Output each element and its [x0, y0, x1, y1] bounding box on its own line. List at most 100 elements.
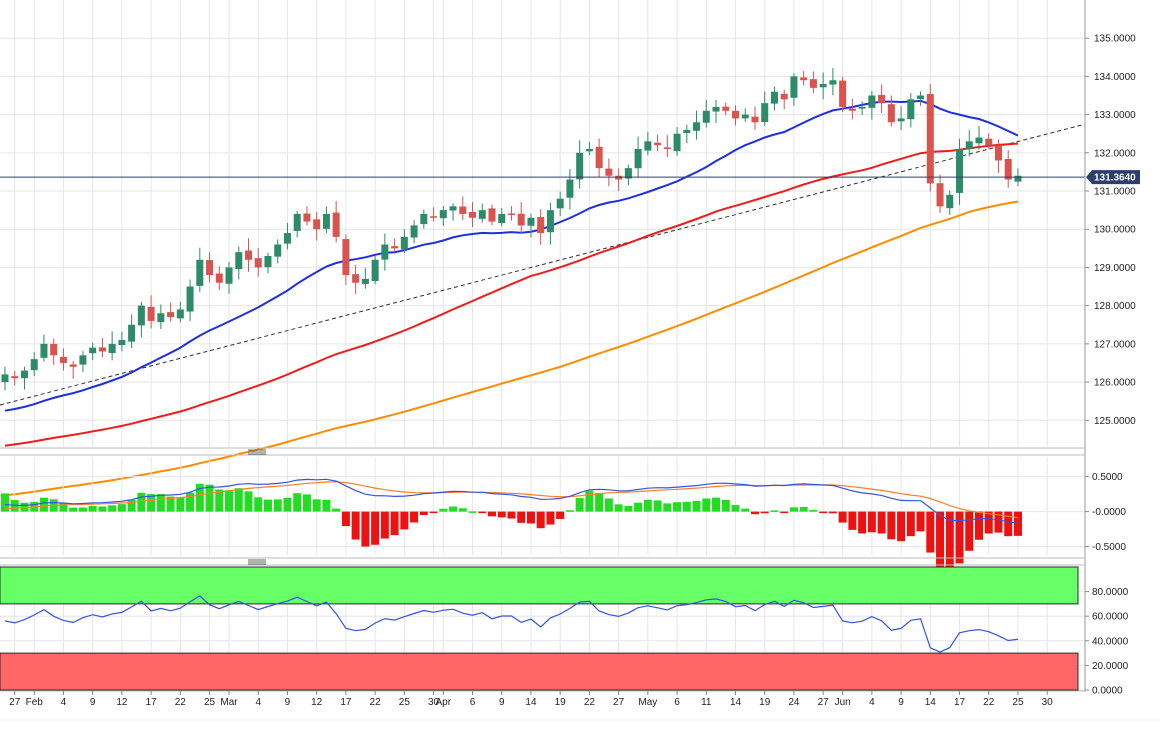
- macd-histogram-bar: [575, 498, 584, 512]
- macd-histogram-bar: [692, 500, 701, 512]
- macd-histogram-bar: [225, 490, 234, 512]
- candlesticks: [1, 68, 1022, 391]
- date-tick-label: 25: [399, 697, 411, 708]
- macd-histogram-bar: [653, 500, 662, 512]
- panel-resize-handles[interactable]: [248, 449, 266, 565]
- trendline-layer: [0, 123, 1086, 406]
- candle-body: [420, 213, 428, 225]
- macd-histogram-bar: [497, 511, 506, 518]
- candle-body: [790, 76, 798, 98]
- date-tick-label: 19: [555, 697, 567, 708]
- candle-body: [537, 217, 545, 234]
- macd-histogram-bar: [478, 511, 487, 514]
- macd-histogram-bar: [536, 511, 545, 529]
- candle-body: [449, 206, 457, 211]
- macd-histogram-bar: [819, 511, 828, 514]
- macd-histogram-bar: [39, 497, 48, 512]
- candle-body: [770, 91, 778, 104]
- candle-body: [410, 225, 418, 238]
- candle-body: [186, 286, 194, 312]
- macd-histogram-bar: [936, 511, 945, 571]
- macd-histogram-bar: [293, 493, 302, 512]
- macd-axis: 0.5000 -0.0000 -0.5000: [1085, 472, 1126, 553]
- candle-body: [59, 356, 67, 363]
- candle-body: [342, 239, 350, 276]
- macd-histogram-bar: [975, 511, 983, 540]
- macd-histogram-bar: [302, 494, 311, 512]
- macd-histogram-bar: [994, 511, 1003, 533]
- macd-histogram-bar: [604, 498, 613, 512]
- price-axis: 125.0000 126.0000 127.0000 128.0000 129.0000…: [1085, 34, 1136, 427]
- macd-histogram-bar: [69, 507, 78, 512]
- macd-histogram-bar: [449, 506, 458, 512]
- price-tick-label: 135.0000: [1094, 34, 1136, 45]
- candle-body: [469, 211, 477, 218]
- date-tick-label: 27: [818, 697, 830, 708]
- candle-body: [839, 80, 847, 107]
- candle-body: [69, 364, 77, 367]
- rsi-tick-label: 40.0000: [1092, 636, 1129, 647]
- macd-histogram-bar: [614, 504, 623, 512]
- rsi-tick-label: 80.0000: [1092, 587, 1129, 598]
- macd-histogram-bar: [488, 511, 496, 517]
- macd-histogram-bar: [643, 499, 652, 512]
- macd-histogram-bar: [361, 511, 370, 547]
- date-tick-label: 4: [61, 697, 67, 708]
- date-tick-label: 14: [730, 697, 742, 708]
- candle-body: [858, 106, 866, 109]
- macd-histogram-bar: [127, 499, 136, 512]
- candle-body: [176, 309, 184, 319]
- macd-histogram-bar: [312, 499, 321, 512]
- macd-histogram-bar: [254, 497, 263, 512]
- macd-signal-line: [4, 481, 1019, 519]
- macd-tick-label: 0.5000: [1092, 472, 1123, 483]
- date-tick-label: 27: [613, 697, 625, 708]
- rsi-tick-label: 0.0000: [1092, 686, 1123, 697]
- candle-body: [157, 313, 165, 323]
- macd-histogram-bar: [332, 508, 341, 512]
- date-tick-label: 24: [788, 697, 800, 708]
- macd-histogram-bar: [809, 510, 818, 512]
- macd-histogram-bar: [848, 511, 857, 530]
- macd-histogram-bar: [585, 490, 594, 512]
- macd-histogram-bar: [88, 505, 97, 512]
- candle-body: [800, 77, 808, 81]
- candle-body: [264, 255, 272, 268]
- macd-histogram-bar: [741, 508, 750, 512]
- macd-histogram-bar: [955, 511, 964, 564]
- macd-histogram-bar: [108, 505, 117, 512]
- candle-body: [917, 95, 925, 100]
- macd-histogram-bar: [351, 511, 360, 540]
- macd-histogram-bar: [750, 511, 759, 515]
- macd-histogram-bar: [965, 511, 974, 551]
- panel-borders: [0, 0, 1086, 692]
- candle-body: [848, 108, 856, 111]
- candle-body: [137, 305, 145, 326]
- date-tick-label: 9: [898, 697, 904, 708]
- macd-histogram-bar: [390, 511, 399, 536]
- candle-body: [829, 80, 837, 85]
- price-tick-label: 128.0000: [1094, 301, 1136, 312]
- candle-body: [595, 146, 603, 169]
- candle-body: [722, 106, 730, 111]
- candle-body: [439, 210, 447, 219]
- candle-body: [478, 210, 486, 219]
- macd-tick-label: -0.5000: [1092, 542, 1126, 553]
- macd-histogram-bar: [663, 503, 672, 512]
- macd-histogram-bar: [400, 511, 409, 530]
- macd-histogram-bar: [410, 511, 419, 523]
- candle-body: [254, 258, 262, 268]
- date-tick-label: 22: [370, 697, 382, 708]
- candle-body: [371, 259, 379, 282]
- sma-fast-line: [4, 99, 1019, 412]
- candle-body: [400, 236, 408, 250]
- candle-body: [956, 149, 964, 193]
- candle-body: [809, 79, 817, 88]
- price-grid: [0, 0, 1085, 447]
- macd-histogram-bar: [283, 497, 292, 512]
- candle-body: [741, 114, 749, 119]
- date-tick-label: 12: [311, 697, 323, 708]
- macd-histogram-bar: [780, 511, 789, 514]
- macd-histogram-bar: [98, 506, 107, 512]
- macd-histogram-bar: [215, 489, 224, 512]
